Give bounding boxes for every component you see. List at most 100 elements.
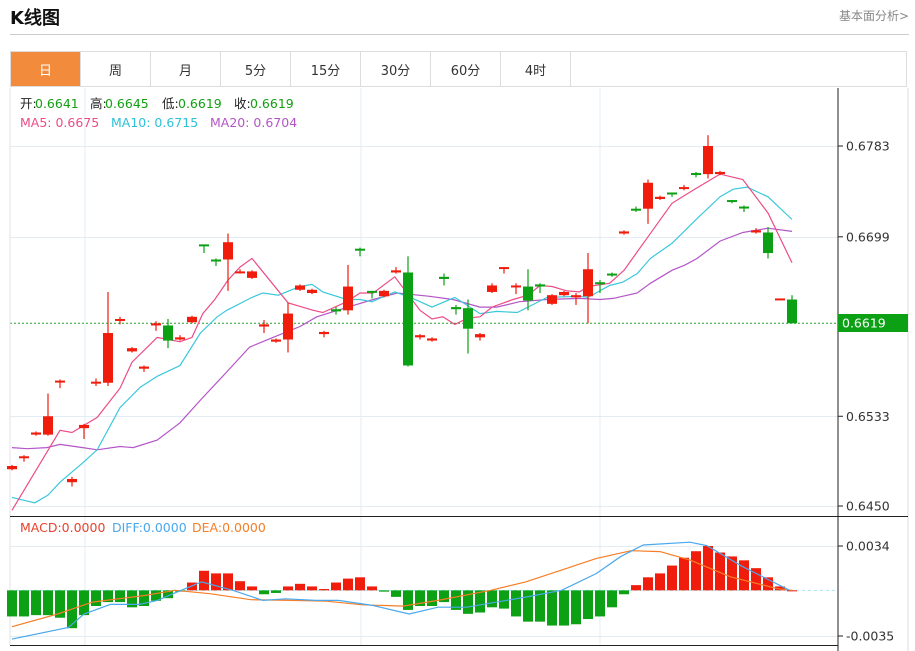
- candle-body: [727, 200, 737, 203]
- macd-bar: [139, 590, 149, 606]
- candle-body: [751, 230, 761, 233]
- candle: [727, 200, 737, 204]
- candle: [355, 247, 365, 257]
- legend-low-value: 0.6619: [178, 96, 222, 111]
- candle-body: [199, 244, 209, 247]
- legend-open-label: 开:: [20, 96, 37, 111]
- tab-day[interactable]: 日: [11, 52, 81, 86]
- candle: [79, 423, 89, 439]
- macd-bar: [247, 586, 257, 591]
- tab-60min[interactable]: 60分: [431, 52, 501, 86]
- macd-bar: [295, 583, 305, 591]
- candle-body: [247, 271, 257, 278]
- candle: [295, 284, 305, 291]
- candle: [511, 283, 521, 295]
- candle: [787, 295, 797, 324]
- tab-5min[interactable]: 5分: [221, 52, 291, 86]
- candle: [751, 228, 761, 234]
- candle-body: [235, 271, 245, 274]
- candle-body: [187, 316, 197, 323]
- candle: [535, 283, 545, 294]
- candle: [127, 347, 137, 353]
- candle-body: [55, 380, 65, 383]
- legend-open-value: 0.6641: [35, 96, 79, 111]
- candle-body: [271, 339, 281, 342]
- macd-bar: [439, 590, 449, 603]
- candle-body: [319, 331, 329, 335]
- candle: [391, 267, 401, 274]
- macd-bar: [151, 590, 161, 601]
- macd-bar: [631, 585, 641, 591]
- macd-bar: [271, 590, 281, 593]
- candle: [667, 192, 677, 197]
- candle: [451, 304, 461, 315]
- candle: [247, 270, 257, 279]
- candle: [463, 299, 473, 354]
- candle: [187, 315, 197, 324]
- candle: [775, 298, 785, 301]
- macd-bar: [583, 590, 593, 620]
- candle-body: [7, 466, 17, 470]
- macd-bar: [127, 590, 137, 608]
- macd-bar: [703, 546, 713, 591]
- macd-bar: [787, 590, 797, 592]
- legend-macd: MACD:0.0000: [20, 520, 105, 535]
- candle: [415, 334, 425, 340]
- candle-body: [523, 286, 533, 301]
- macd-bar: [595, 590, 605, 617]
- candle-body: [691, 173, 701, 176]
- candle-body: [619, 231, 629, 234]
- dea-line: [11, 550, 793, 628]
- legend-close-label: 收:: [234, 96, 251, 111]
- tab-week[interactable]: 周: [81, 52, 151, 86]
- candle-body: [31, 432, 41, 435]
- tab-4hour[interactable]: 4时: [501, 52, 571, 86]
- candles: [7, 135, 797, 487]
- macd-bar: [763, 577, 773, 591]
- macd-bar: [619, 590, 629, 595]
- macd-bar: [223, 573, 233, 591]
- candle-body: [487, 285, 497, 292]
- candle: [367, 290, 377, 299]
- candle: [115, 316, 125, 325]
- candle: [331, 307, 341, 315]
- candle: [739, 205, 749, 212]
- candle: [307, 288, 317, 295]
- macd-tick-label: 0.0034: [846, 539, 890, 554]
- macd-bar: [115, 590, 125, 603]
- candle: [679, 184, 689, 191]
- tab-month[interactable]: 月: [151, 52, 221, 86]
- candle-body: [115, 318, 125, 321]
- grid: [10, 88, 838, 645]
- title-divider: [10, 34, 909, 35]
- candle-body: [451, 307, 461, 310]
- candle-body: [775, 298, 785, 301]
- macd-bar: [343, 578, 353, 591]
- fundamental-analysis-link[interactable]: 基本面分析>: [838, 9, 909, 23]
- macd-bar: [31, 590, 41, 616]
- candle-body: [355, 248, 365, 251]
- candle-body: [571, 295, 581, 298]
- candle: [379, 289, 389, 298]
- tab-15min[interactable]: 15分: [291, 52, 361, 86]
- candle-body: [223, 242, 233, 260]
- candle: [43, 393, 53, 436]
- period-tabs: 日 周 月 5分 15分 30分 60分 4时: [10, 51, 907, 87]
- price-tick-label: 0.6699: [846, 229, 890, 244]
- tab-30min[interactable]: 30分: [361, 52, 431, 86]
- macd-bar: [607, 590, 617, 608]
- candle: [499, 267, 509, 274]
- candle-body: [739, 206, 749, 209]
- candle: [235, 269, 245, 274]
- candle: [163, 318, 173, 349]
- macd-bar: [739, 560, 749, 591]
- candle-body: [715, 171, 725, 175]
- candle: [199, 244, 209, 254]
- candle: [67, 476, 77, 487]
- candle-body: [583, 269, 593, 297]
- macd-tick-label: -0.0035: [846, 629, 894, 644]
- candle-body: [655, 196, 665, 199]
- candle-body: [499, 267, 509, 270]
- candle: [427, 337, 437, 342]
